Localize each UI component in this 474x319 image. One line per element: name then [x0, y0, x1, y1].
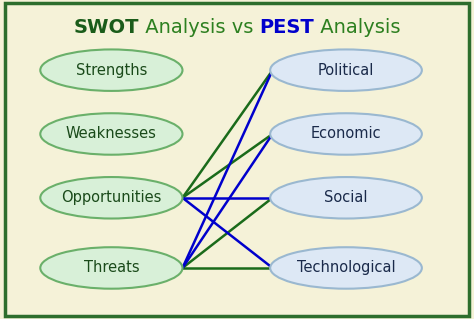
Text: PEST: PEST: [259, 18, 314, 37]
Text: Weaknesses: Weaknesses: [66, 126, 157, 142]
Text: SWOT: SWOT: [73, 18, 139, 37]
Ellipse shape: [40, 49, 182, 91]
Text: Analysis: Analysis: [314, 18, 401, 37]
Text: Analysis vs: Analysis vs: [139, 18, 259, 37]
Ellipse shape: [270, 177, 422, 219]
Text: Threats: Threats: [83, 260, 139, 276]
Ellipse shape: [270, 247, 422, 289]
Ellipse shape: [40, 247, 182, 289]
Text: Economic: Economic: [311, 126, 381, 142]
Text: Social: Social: [324, 190, 368, 205]
Ellipse shape: [270, 113, 422, 155]
Text: Political: Political: [318, 63, 374, 78]
Text: Technological: Technological: [297, 260, 395, 276]
Text: Strengths: Strengths: [76, 63, 147, 78]
Text: Opportunities: Opportunities: [61, 190, 162, 205]
Ellipse shape: [40, 113, 182, 155]
Ellipse shape: [40, 177, 182, 219]
Ellipse shape: [270, 49, 422, 91]
